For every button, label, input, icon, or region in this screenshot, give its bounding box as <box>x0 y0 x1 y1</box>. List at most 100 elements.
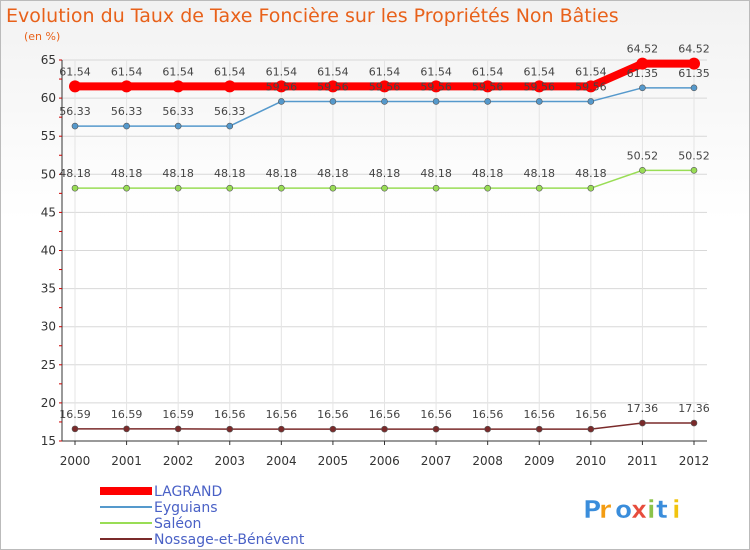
x-tick-label: 2010 <box>576 454 607 468</box>
logo-letter: o <box>615 495 632 524</box>
data-label: 61.54 <box>111 65 143 78</box>
data-label: 56.33 <box>162 105 194 118</box>
x-tick-label: 2000 <box>60 454 91 468</box>
series-point-1 <box>329 98 337 105</box>
logo-letter: P <box>583 495 601 524</box>
series-point-1 <box>639 84 646 92</box>
series-point-1 <box>226 122 234 130</box>
data-label: 59.56 <box>472 80 504 93</box>
series-point-2 <box>123 184 130 192</box>
series-point-0 <box>481 80 494 93</box>
data-label: 59.56 <box>420 80 452 93</box>
data-label: 16.59 <box>162 408 194 421</box>
data-label: 61.54 <box>524 65 556 78</box>
y-tick-label: 25 <box>41 358 56 372</box>
data-label: 48.18 <box>524 167 556 180</box>
data-label: 16.59 <box>111 408 143 421</box>
series-point-3 <box>278 425 285 433</box>
series-point-3 <box>432 425 440 433</box>
x-tick-label: 2011 <box>627 454 658 468</box>
series-point-2 <box>278 184 285 192</box>
series-point-0 <box>584 80 597 93</box>
series-point-3 <box>123 425 130 433</box>
data-label: 48.18 <box>111 167 143 180</box>
series-point-0 <box>636 57 649 70</box>
logo-letter: x <box>631 495 647 524</box>
series-point-3 <box>226 425 234 433</box>
data-label: 61.54 <box>214 65 246 78</box>
x-tick-label: 2012 <box>679 454 710 468</box>
series-point-0 <box>69 80 81 93</box>
series-point-3 <box>71 425 79 433</box>
data-label: 17.36 <box>627 402 659 415</box>
y-tick-label: 30 <box>41 320 56 334</box>
series-point-1 <box>71 122 79 130</box>
series-point-1 <box>587 98 595 105</box>
series-point-1 <box>535 98 543 105</box>
data-label: 16.56 <box>317 408 349 421</box>
data-label: 50.52 <box>678 149 710 162</box>
logo-letter: r <box>599 495 612 524</box>
y-tick-label: 20 <box>41 396 56 410</box>
proxiti-logo: Pr ox i t i <box>583 495 681 525</box>
series-point-1 <box>381 98 388 105</box>
x-tick-label: 2006 <box>369 454 400 468</box>
series-layer <box>69 57 700 433</box>
data-label: 56.33 <box>59 105 91 118</box>
data-label: 61.54 <box>575 65 607 78</box>
data-label: 16.56 <box>369 408 401 421</box>
grid <box>62 59 707 442</box>
x-tick-label: 2005 <box>318 454 349 468</box>
y-tick-label: 50 <box>41 167 56 181</box>
x-tick-label: 2009 <box>524 454 555 468</box>
series-point-0 <box>430 80 443 93</box>
x-tick-label: 2008 <box>472 454 503 468</box>
series-point-2 <box>432 184 440 192</box>
data-label: 64.52 <box>627 43 659 56</box>
series-point-2 <box>535 184 543 192</box>
series-point-3 <box>484 425 491 433</box>
series-point-3 <box>535 425 543 433</box>
series-point-2 <box>587 184 595 192</box>
series-point-1 <box>278 98 285 105</box>
y-tick-label: 40 <box>41 244 56 258</box>
data-label: 59.56 <box>575 80 607 93</box>
series-point-1 <box>123 122 130 130</box>
data-label: 50.52 <box>627 149 659 162</box>
series-point-3 <box>690 419 698 427</box>
data-label: 59.56 <box>369 80 401 93</box>
logo-letter: t <box>656 495 668 524</box>
series-point-0 <box>275 80 288 93</box>
data-label: 16.56 <box>575 408 607 421</box>
legend-label: Saléon <box>154 516 201 532</box>
series-point-3 <box>381 425 388 433</box>
axes: 15 20 25 30 35 40 45 50 55 60 65 2000 2001 2002 2003 20… <box>41 53 710 468</box>
data-label: 48.18 <box>369 167 401 180</box>
data-label: 61.54 <box>472 65 504 78</box>
legend-label: LAGRAND <box>154 484 222 500</box>
legend-label: Eyguians <box>154 500 218 516</box>
series-point-1 <box>690 84 698 92</box>
series-point-0 <box>172 80 185 93</box>
data-label: 61.54 <box>162 65 194 78</box>
series-point-1 <box>432 98 440 105</box>
data-label: 16.56 <box>266 408 298 421</box>
x-tick-label: 2007 <box>421 454 452 468</box>
data-label: 48.18 <box>317 167 349 180</box>
data-label: 48.18 <box>162 167 194 180</box>
data-label: 48.18 <box>266 167 298 180</box>
series-point-1 <box>484 98 491 105</box>
data-label: 16.56 <box>472 408 504 421</box>
series-point-0 <box>223 80 236 93</box>
series-point-1 <box>174 122 182 130</box>
data-label: 56.33 <box>111 105 143 118</box>
series-point-0 <box>378 80 391 93</box>
logo-letter: i <box>672 495 681 524</box>
series-point-0 <box>326 80 339 93</box>
y-tick-label: 35 <box>41 282 56 296</box>
y-tick-label: 65 <box>41 53 56 67</box>
series-point-2 <box>174 184 182 192</box>
data-label: 16.56 <box>420 408 452 421</box>
